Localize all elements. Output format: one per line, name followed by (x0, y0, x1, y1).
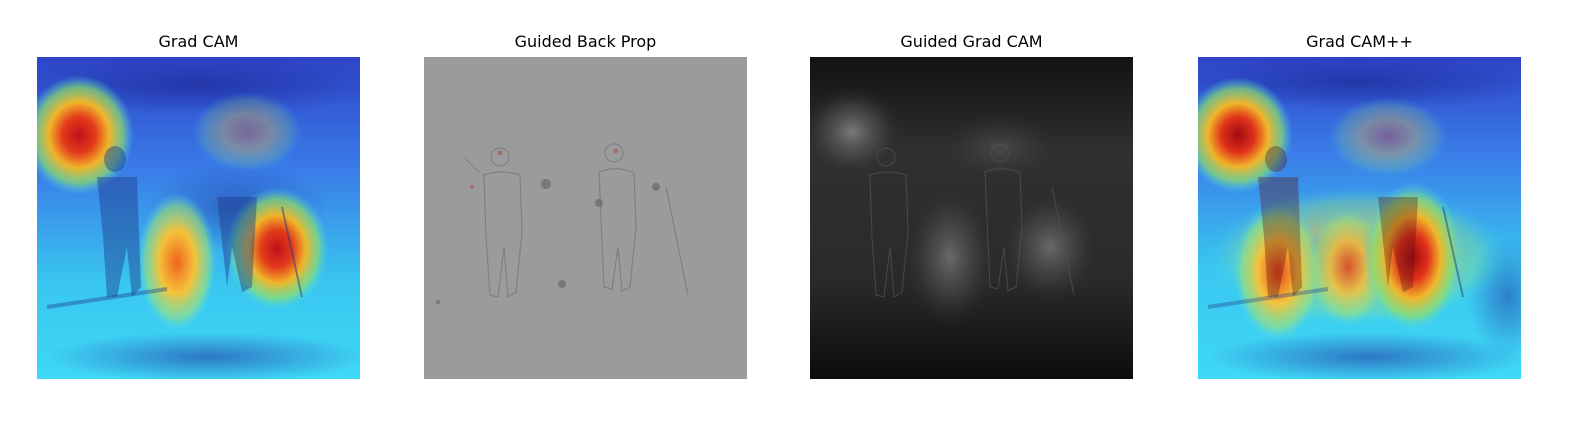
grad-cam-image (37, 57, 360, 379)
panel-title-guided-grad-cam: Guided Grad CAM (900, 32, 1043, 51)
panel-title-grad-cam: Grad CAM (158, 32, 239, 51)
panel-title-guided-back-prop: Guided Back Prop (514, 32, 657, 51)
guided-grad-cam-image (810, 57, 1133, 379)
panel-title-grad-cam-plus-plus: Grad CAM++ (1306, 32, 1413, 51)
grad-cam-plus-plus-image (1198, 57, 1521, 379)
guided-back-prop-image (424, 57, 747, 379)
